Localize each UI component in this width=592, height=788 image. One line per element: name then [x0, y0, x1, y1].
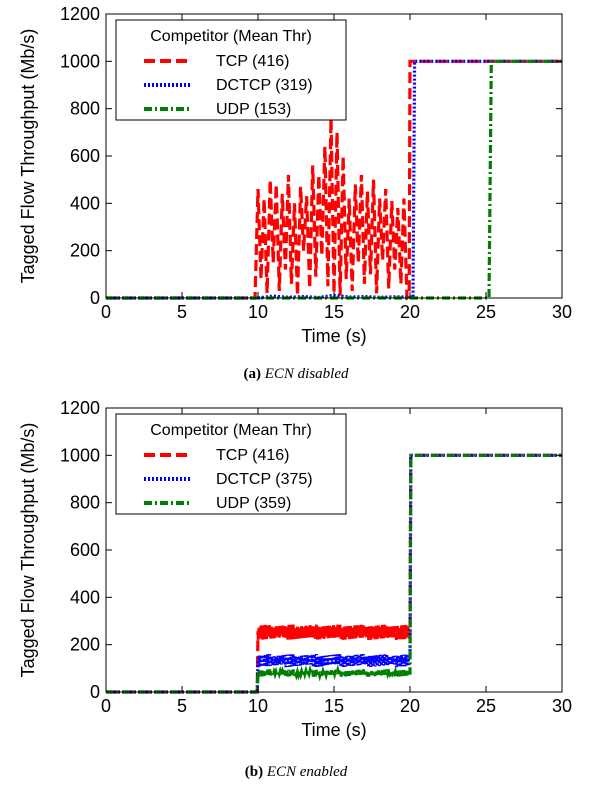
chart-a-data [106, 59, 562, 300]
y-tick-label: 800 [70, 493, 100, 513]
x-tick-label: 0 [101, 302, 111, 322]
x-tick-label: 15 [324, 302, 344, 322]
x-tick-label: 10 [248, 696, 268, 716]
caption-b-text: ECN enabled [266, 764, 348, 780]
x-tick-label: 20 [400, 696, 420, 716]
x-tick-label: 5 [177, 302, 187, 322]
x-tick-label: 25 [476, 696, 496, 716]
chart-b-svg: 0 5 10 15 20 25 30 0 200 400 600 800 1000 1200 Time (s… [18, 398, 572, 740]
series-b-2-line [106, 453, 562, 694]
legend-entry: UDP (153) [216, 101, 291, 118]
y-axis-label: Tagged Flow Throughput (Mb/s) [18, 29, 38, 284]
legend: Competitor (Mean Thr) TCP (416) DCTCP (375… [115, 413, 347, 515]
y-tick-label: 1000 [60, 445, 100, 465]
x-tick-label: 10 [248, 302, 268, 322]
x-tick-label: 30 [552, 302, 572, 322]
y-tick-label: 0 [90, 288, 100, 308]
caption-a: (a) ECN disabled [0, 366, 592, 383]
legend-box [115, 413, 347, 515]
x-axis-label: Time (s) [301, 720, 366, 740]
legend-entry: DCTCP (375) [216, 471, 313, 488]
chart-b-data [106, 453, 562, 694]
x-tick-label: 30 [552, 696, 572, 716]
caption-a-text: ECN disabled [264, 366, 349, 382]
y-tick-label: 400 [70, 193, 100, 213]
caption-b: (b) ECN enabled [0, 764, 592, 781]
y-tick-label: 200 [70, 241, 100, 261]
legend-entry: TCP (416) [216, 53, 290, 70]
series-a-0-line [106, 59, 562, 300]
x-tick-label: 20 [400, 302, 420, 322]
x-tick-label: 5 [177, 696, 187, 716]
x-tick-label: 0 [101, 696, 111, 716]
x-tick-label: 25 [476, 302, 496, 322]
legend-title: Competitor (Mean Thr) [150, 422, 312, 439]
x-tick-label: 15 [324, 696, 344, 716]
x-axis-label: Time (s) [301, 326, 366, 346]
legend-entry: UDP (359) [216, 495, 291, 512]
y-tick-label: 1200 [60, 4, 100, 24]
y-tick-label: 600 [70, 146, 100, 166]
caption-b-letter: (b) [244, 764, 264, 780]
series-a-2-line [106, 59, 562, 300]
y-tick-label: 1000 [60, 51, 100, 71]
chart-a-svg: 0 5 10 15 20 25 30 0 200 400 600 800 1000 1200 Time (s… [18, 4, 572, 346]
y-tick-label: 1200 [60, 398, 100, 418]
legend-box [115, 19, 347, 121]
y-tick-label: 600 [70, 540, 100, 560]
y-tick-label: 400 [70, 587, 100, 607]
legend-entry: TCP (416) [216, 447, 290, 464]
legend-entry: DCTCP (319) [216, 77, 313, 94]
legend: Competitor (Mean Thr) TCP (416) DCTCP (319… [115, 19, 347, 121]
caption-a-letter: (a) [243, 366, 261, 382]
y-tick-label: 800 [70, 99, 100, 119]
y-axis-label: Tagged Flow Throughput (Mb/s) [18, 423, 38, 678]
y-tick-label: 0 [90, 682, 100, 702]
chart-panel-b: 0 5 10 15 20 25 30 0 200 400 600 800 1000 1200 Time (s… [0, 394, 592, 788]
legend-title: Competitor (Mean Thr) [150, 28, 312, 45]
chart-panel-a: 0 5 10 15 20 25 30 0 200 400 600 800 1000 1200 Time (s… [0, 4, 592, 383]
y-tick-label: 200 [70, 635, 100, 655]
